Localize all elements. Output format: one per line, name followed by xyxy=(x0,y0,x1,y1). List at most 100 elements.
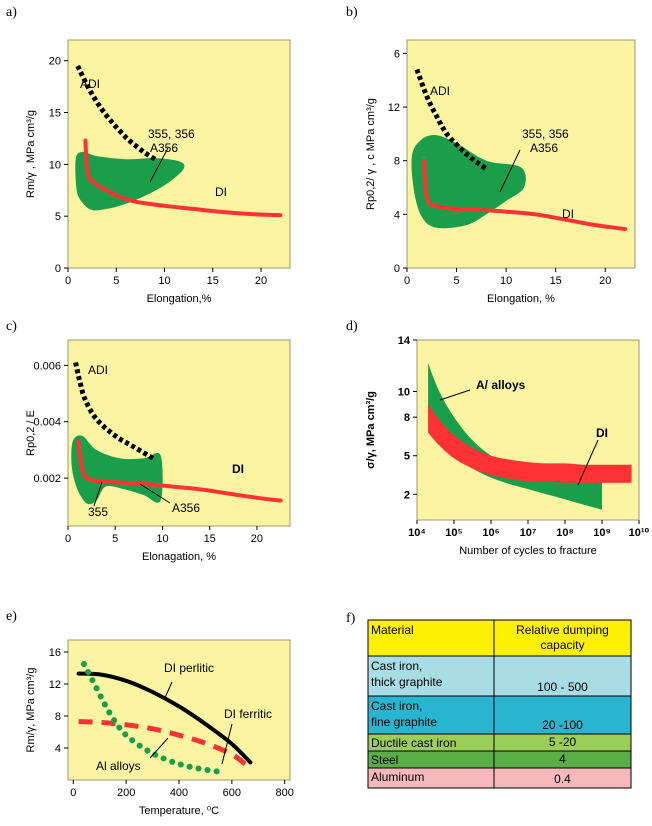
x-tick-label: 10⁸ xyxy=(556,527,573,539)
y-axis-label: σ/γ, MPa cm³/g xyxy=(365,391,377,469)
x-tick-label: 10⁴ xyxy=(408,527,426,539)
x-tick-label: 10⁹ xyxy=(593,527,610,539)
y-axis-label: Rp0,2 / E xyxy=(25,410,37,456)
table-row xyxy=(493,655,632,697)
annotation-355: 355 xyxy=(88,505,108,519)
panel-f-table: f) Material Relative dumping capacity Cast i… xyxy=(346,611,632,789)
annotation-355-356: 355, 356 xyxy=(522,127,569,141)
table-row xyxy=(367,695,495,735)
annotation-di: DI xyxy=(232,462,244,476)
y-tick-label: 14 xyxy=(398,335,411,347)
y-tick-label: 8 xyxy=(55,711,61,723)
annotation-al-alloys: Al alloys xyxy=(96,759,141,773)
band-di xyxy=(428,404,632,483)
table-header-capacity: Relative dumping capacity xyxy=(516,623,609,652)
x-tick-label: 15 xyxy=(550,275,562,287)
x-tick-label: 5 xyxy=(112,533,118,545)
annotation-a356: A356 xyxy=(530,141,558,155)
panel-letter: e) xyxy=(6,609,17,624)
y-tick-label: 16 xyxy=(49,647,61,659)
y-tick-label: 12 xyxy=(49,679,61,691)
x-axis-label: Elongation,% xyxy=(147,293,212,305)
x-tick-label: 15 xyxy=(207,275,219,287)
x-axis-label: Number of cycles to fracture xyxy=(459,545,597,557)
y-tick-label: 0.004 xyxy=(33,417,61,429)
y-tick-label: 6 xyxy=(394,48,400,60)
x-tick-label: 400 xyxy=(170,787,188,799)
annotation-di: DI xyxy=(596,426,608,440)
x-axis-label: Elongation, % xyxy=(487,293,555,305)
table-cell-value: 100 - 500 xyxy=(537,680,588,694)
y-tick-label: 15 xyxy=(49,108,61,120)
plot-area xyxy=(67,39,291,269)
series-di-line xyxy=(83,138,283,218)
table-row xyxy=(493,767,632,789)
table-cell-material-line: Ductile cast iron xyxy=(371,736,456,750)
series-di-ferritic-line xyxy=(78,719,247,767)
series-adi-line xyxy=(73,361,155,461)
annotation-leader xyxy=(163,681,173,701)
y-tick-label: 5 xyxy=(55,211,61,223)
table-cell-material-line: Aluminum xyxy=(371,770,424,784)
panel-letter: b) xyxy=(346,5,358,20)
series-adi-line xyxy=(75,64,157,162)
annotation-a356: A356 xyxy=(150,141,178,155)
annotation-adi: ADI xyxy=(430,84,450,98)
plot-area xyxy=(67,339,291,527)
x-tick-label: 10⁶ xyxy=(482,527,499,539)
panel-letter: c) xyxy=(6,319,17,334)
table-header-cell xyxy=(493,619,632,657)
annotation-leader xyxy=(139,483,171,504)
panel-c: 0 5 10 15 20 0.002 0.004 0.006 Elonagation, % Rp0… xyxy=(6,319,291,563)
y-axis-label: Rm/γ , MPa cm³/g xyxy=(25,110,37,198)
x-tick-label: 20 xyxy=(251,533,263,545)
x-tick-label: 20 xyxy=(255,275,267,287)
annotation-di: DI xyxy=(562,207,574,221)
x-tick-label: 200 xyxy=(117,787,135,799)
y-tick-label: 8 xyxy=(404,412,410,424)
y-tick-label: 0.006 xyxy=(33,360,61,372)
y-tick-label: 5 xyxy=(404,451,410,463)
x-tick-label: 0 xyxy=(65,533,71,545)
annotation-adi: ADI xyxy=(80,77,100,91)
table-cell-material: Ductile cast iron xyxy=(371,736,456,750)
y-tick-label: 12 xyxy=(388,102,400,114)
y-tick-label: 8 xyxy=(394,156,400,168)
panel-a: 0 5 10 15 20 0 5 10 15 20 Elongation,% Rm/γ , MPa c… xyxy=(6,5,291,305)
table-cell-value: 4 xyxy=(559,752,566,766)
x-tick-label: 10 xyxy=(156,533,168,545)
table-header-capacity-line: Relative dumping xyxy=(516,623,609,637)
table-cell-material: Cast iron, fine graphite xyxy=(371,699,437,729)
x-tick-label: 15 xyxy=(204,533,216,545)
annotation-355-356: 355, 356 xyxy=(148,127,195,141)
table-cell-value: 0.4 xyxy=(554,772,571,786)
table-cell-material: Steel xyxy=(371,753,398,767)
annotation-a356: A356 xyxy=(172,501,200,515)
y-axis-label: Rm/γ, MPa cm³/g xyxy=(25,668,37,753)
x-tick-label: 20 xyxy=(599,275,611,287)
table-cell-material-line: Cast iron, xyxy=(371,699,422,713)
y-tick-label: 20 xyxy=(49,56,61,68)
x-tick-label: 0 xyxy=(404,275,410,287)
plot-area xyxy=(67,639,291,781)
y-tick-label: 2 xyxy=(404,489,410,501)
y-tick-label: 4 xyxy=(55,743,61,755)
table-header-capacity-line: capacity xyxy=(540,638,584,652)
annotation-leader xyxy=(439,389,471,401)
annotation-leader xyxy=(221,723,233,765)
x-tick-label: 5 xyxy=(113,275,119,287)
region-355-356 xyxy=(75,151,185,211)
panel-d: 10⁴ 10⁵ 10⁶ 10⁷ 10⁸ 10⁹ 10¹⁰ 2 5 8 10 14 Number of c… xyxy=(346,319,650,557)
x-tick-label: 10 xyxy=(158,275,170,287)
annotation-di: DI xyxy=(215,185,227,199)
table-header-cell xyxy=(367,619,495,657)
panel-letter: a) xyxy=(6,5,17,20)
y-axis-label: Rp0,2/ γ , c MPa cm³/g xyxy=(365,98,377,210)
series-di-perlitic-line xyxy=(76,671,253,765)
panel-b: 0 5 10 15 20 0 4 8 12 6 Elongation, % Rp0,2/ γ , c … xyxy=(346,5,636,305)
table-cell-value: 5 -20 xyxy=(549,735,577,749)
x-tick-label: 0 xyxy=(65,275,71,287)
x-tick-label: 0 xyxy=(70,787,76,799)
region-355 xyxy=(71,435,163,505)
